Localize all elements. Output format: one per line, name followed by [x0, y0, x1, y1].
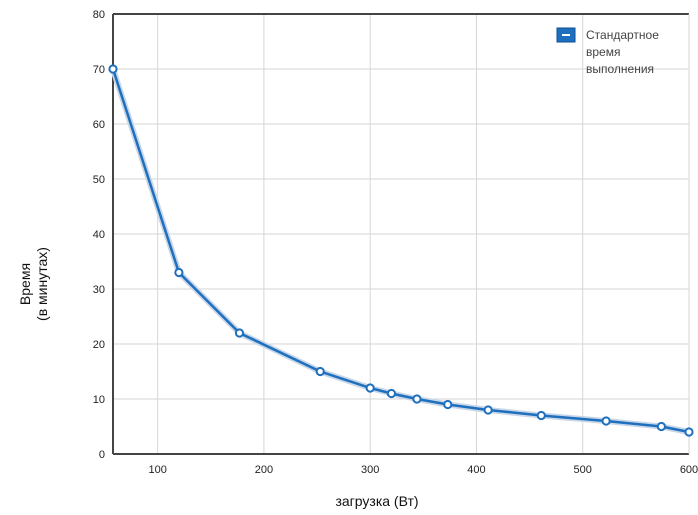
data-point[interactable]	[443, 399, 453, 410]
data-point[interactable]	[536, 410, 546, 421]
y-tick-label: 10	[93, 394, 105, 406]
series	[108, 64, 694, 437]
y-tick-label: 70	[93, 64, 105, 76]
y-tick-label: 40	[93, 229, 105, 241]
y-tick-label: 0	[99, 449, 105, 461]
x-tick-label: 400	[467, 464, 485, 476]
y-axis-ticks: 0 10 20 30 40 50 60 70 80	[93, 9, 105, 461]
series-line	[111, 67, 691, 434]
plot-frame	[112, 13, 690, 455]
y-axis-label-line-2: (в минутах)	[34, 247, 50, 321]
data-point[interactable]	[684, 427, 694, 437]
data-point[interactable]	[601, 416, 611, 426]
y-tick-label: 80	[93, 9, 105, 21]
grid	[113, 13, 690, 455]
legend-label-line-2: время	[586, 45, 620, 59]
data-point[interactable]	[365, 383, 375, 393]
legend-label-line-3: выполнения	[586, 62, 654, 76]
data-point[interactable]	[386, 388, 397, 399]
x-tick-label: 500	[574, 464, 592, 476]
y-tick-label: 20	[93, 339, 105, 351]
data-point[interactable]	[234, 328, 245, 338]
data-point[interactable]	[108, 64, 118, 74]
legend[interactable]: Стандартное время выполнения	[556, 27, 659, 76]
data-point[interactable]	[656, 421, 666, 432]
series-line-shadow	[110, 66, 692, 435]
data-point[interactable]	[483, 405, 493, 415]
y-tick-label: 30	[93, 284, 105, 296]
data-point[interactable]	[174, 267, 184, 278]
x-axis-ticks: 100 200 300 400 500 600	[148, 464, 698, 476]
x-tick-label: 600	[680, 464, 698, 476]
y-axis-label: Время (в минутах)	[17, 247, 50, 321]
x-axis-label: загрузка (Вт)	[335, 493, 418, 509]
x-tick-label: 300	[361, 464, 379, 476]
legend-swatch-mark	[562, 34, 570, 36]
x-tick-label: 200	[255, 464, 273, 476]
y-axis-label-line-1: Время	[17, 263, 33, 305]
y-tick-label: 60	[93, 119, 105, 131]
data-point[interactable]	[315, 366, 325, 377]
data-point[interactable]	[412, 394, 422, 404]
x-tick-label: 100	[148, 464, 166, 476]
y-tick-label: 50	[93, 174, 105, 186]
legend-label-line-1: Стандартное	[586, 28, 659, 42]
